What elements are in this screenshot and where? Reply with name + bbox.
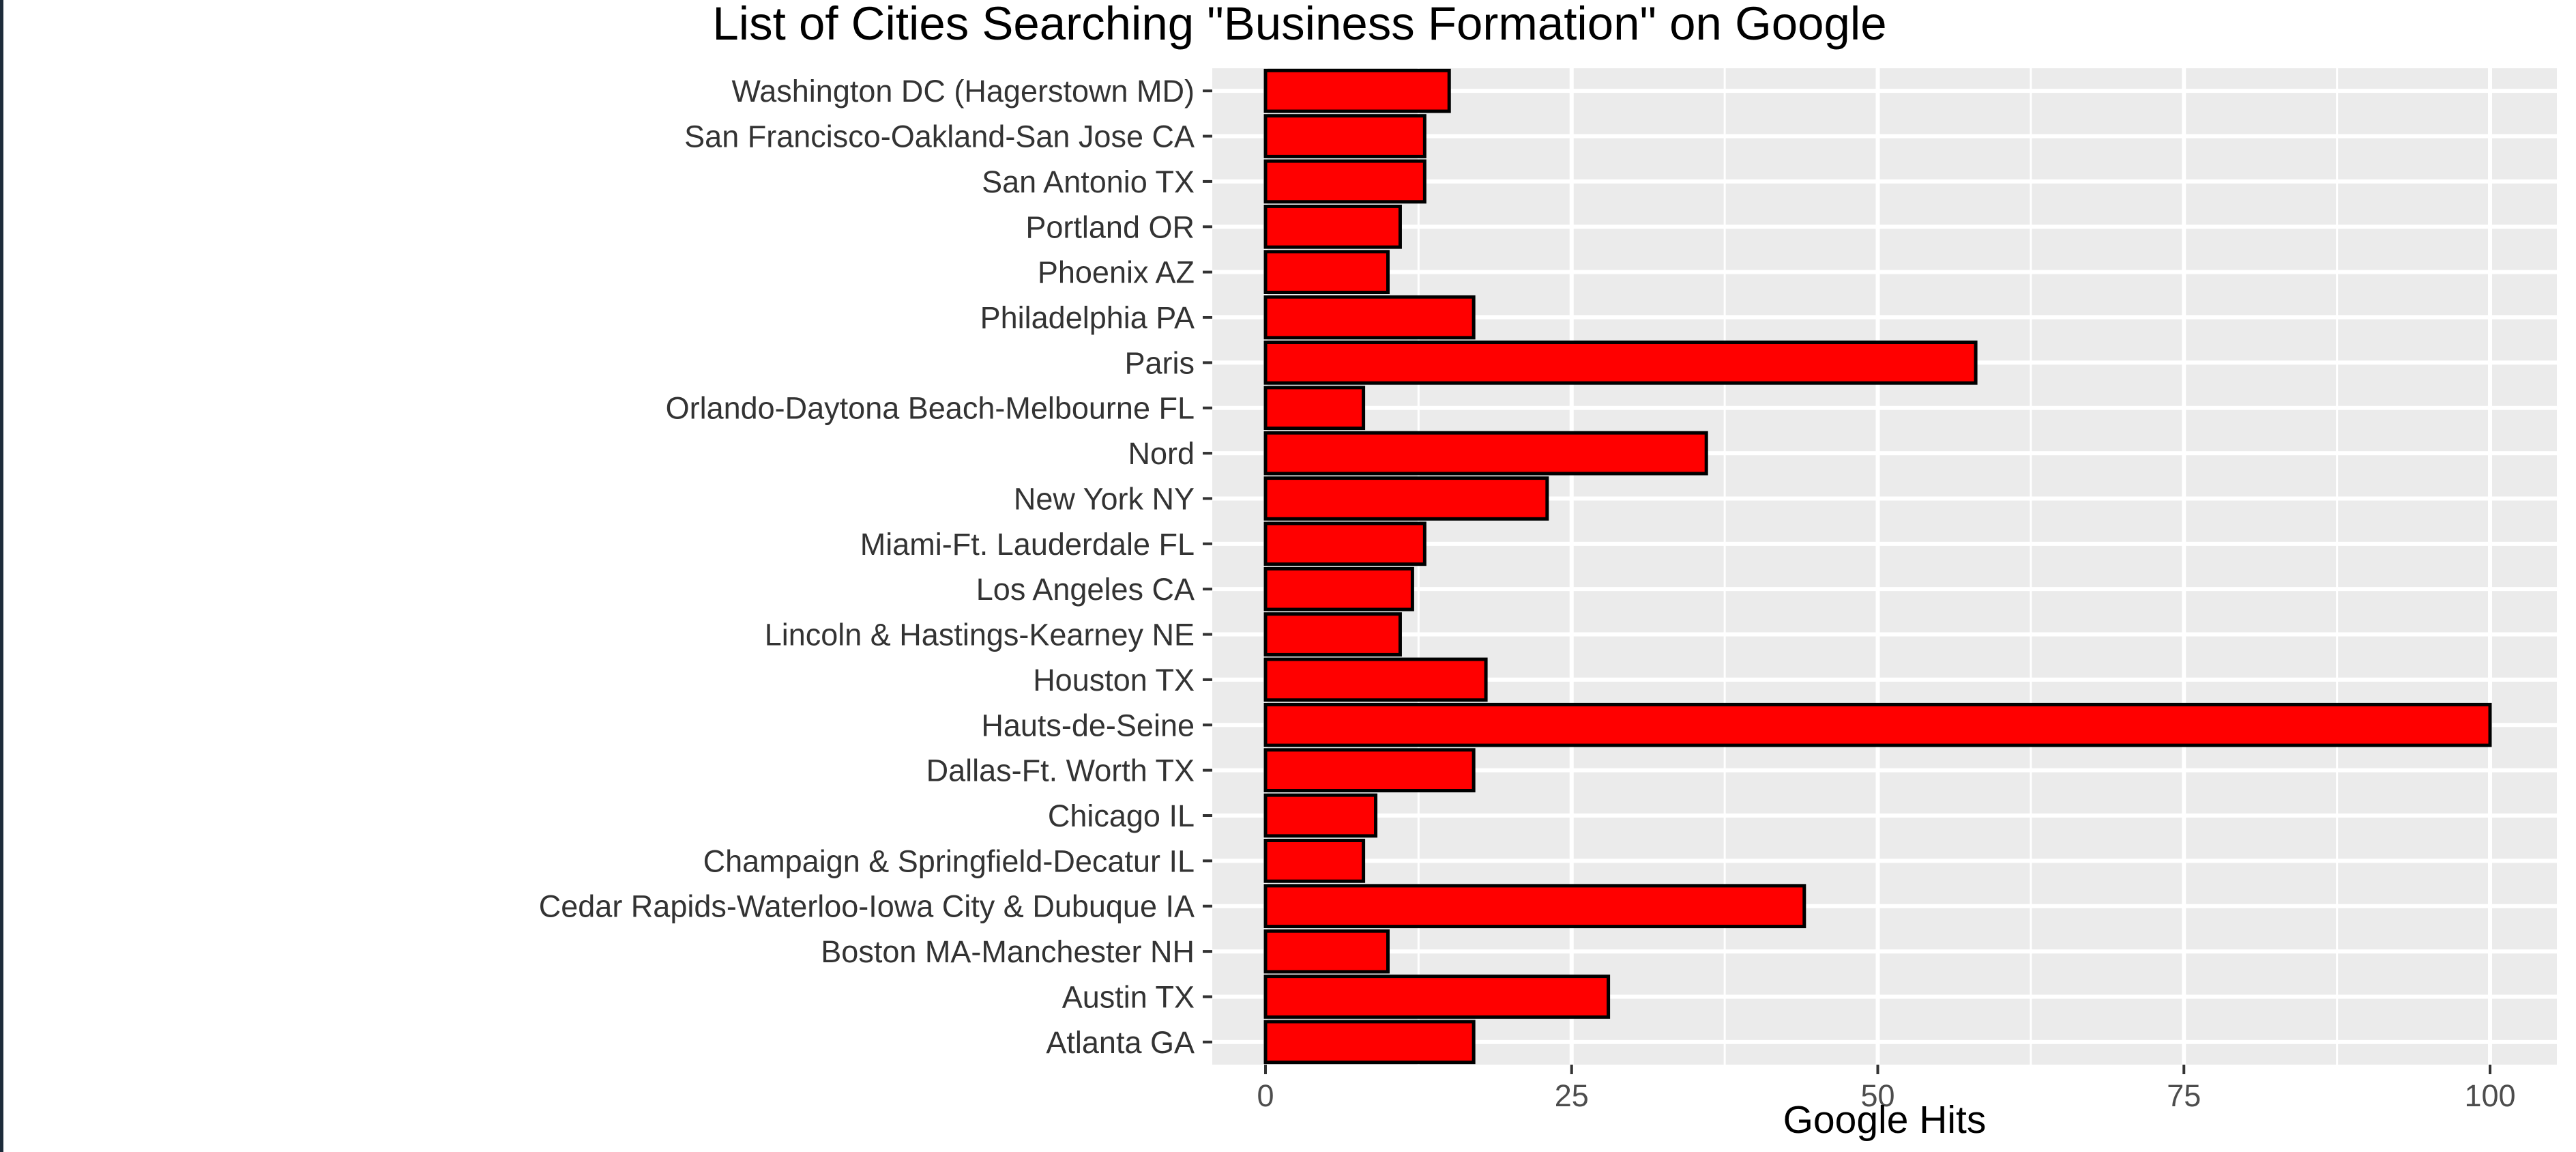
x-tick-label: 0 — [1257, 1078, 1274, 1113]
bar — [1263, 204, 1402, 249]
category-label: San Antonio TX — [982, 164, 1195, 199]
x-tick-label: 25 — [1555, 1078, 1589, 1113]
bar — [1263, 702, 2492, 747]
category-label: Champaign & Springfield-Decatur IL — [703, 844, 1195, 878]
category-label: Dallas-Ft. Worth TX — [926, 753, 1195, 788]
bar — [1263, 793, 1378, 838]
bar — [1263, 159, 1426, 204]
bar — [1263, 929, 1390, 974]
category-label: Chicago IL — [1048, 798, 1195, 833]
category-label: Philadelphia PA — [980, 300, 1195, 335]
chart-title: List of Cities Searching "Business Forma… — [712, 0, 1886, 50]
category-label: Nord — [1128, 436, 1195, 471]
bar — [1263, 431, 1708, 476]
category-label: Boston MA-Manchester NH — [821, 934, 1195, 969]
bar — [1263, 657, 1488, 702]
category-label: Paris — [1124, 345, 1195, 380]
bar — [1263, 975, 1611, 1019]
category-label: New York NY — [1014, 481, 1195, 516]
category-label: Phoenix AZ — [1038, 255, 1195, 290]
bar — [1263, 1020, 1476, 1065]
bar — [1263, 884, 1806, 929]
bar — [1263, 839, 1366, 883]
bar — [1263, 295, 1476, 340]
x-axis: 0 25 50 75 100 — [1257, 1065, 2516, 1113]
x-axis-title: Google Hits — [1783, 1098, 1987, 1142]
category-label: Hauts-de-Seine — [981, 708, 1195, 743]
bar — [1263, 250, 1390, 295]
bars — [1263, 68, 2492, 1065]
bar — [1263, 386, 1366, 431]
bar — [1263, 114, 1426, 158]
category-label: San Francisco-Oakland-San Jose CA — [684, 119, 1195, 154]
category-label: Miami-Ft. Lauderdale FL — [860, 527, 1195, 562]
x-tick-label: 75 — [2167, 1078, 2201, 1113]
bar — [1263, 68, 1451, 113]
left-edge-rule — [0, 0, 3, 1152]
category-label: Portland OR — [1025, 210, 1195, 244]
x-tick-label: 100 — [2464, 1078, 2515, 1113]
bar — [1263, 521, 1426, 566]
bar — [1263, 476, 1549, 521]
bar — [1263, 748, 1476, 792]
bar — [1263, 612, 1402, 657]
category-label: Orlando-Daytona Beach-Melbourne FL — [666, 391, 1195, 426]
category-label: Los Angeles CA — [976, 572, 1195, 607]
category-label: Lincoln & Hastings-Kearney NE — [765, 618, 1195, 652]
bar — [1263, 566, 1414, 611]
category-label: Austin TX — [1062, 979, 1195, 1014]
bar — [1263, 341, 1978, 385]
category-label: Cedar Rapids-Waterloo-Iowa City & Dubuqu… — [539, 889, 1195, 924]
category-label: Atlanta GA — [1046, 1025, 1195, 1060]
y-axis: Washington DC (Hagerstown MD) San Francis… — [539, 74, 1212, 1060]
category-label: Houston TX — [1033, 663, 1195, 697]
category-label: Washington DC (Hagerstown MD) — [731, 74, 1195, 109]
x-tick-label: 50 — [1860, 1078, 1894, 1113]
